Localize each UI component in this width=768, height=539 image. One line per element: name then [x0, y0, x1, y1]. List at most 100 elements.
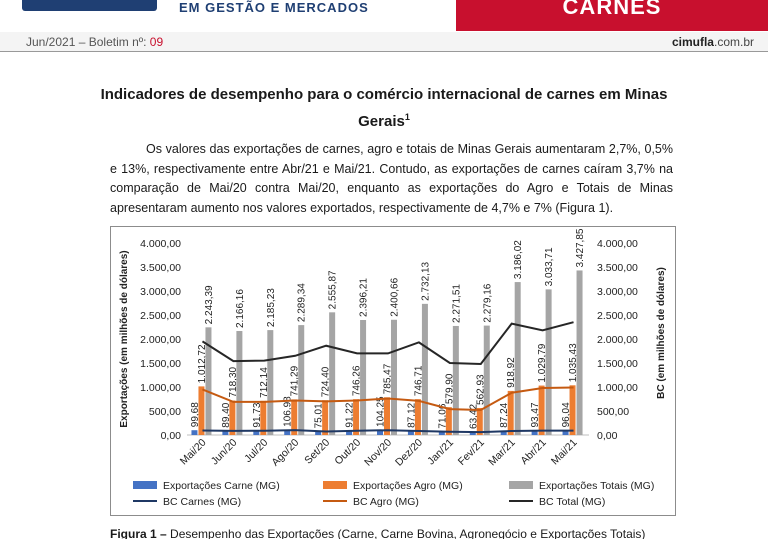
- bar-carne: [531, 430, 538, 435]
- bulletin-info: Jun/2021 – Boletim nº: 09: [26, 35, 163, 49]
- y2-tick-label: 3.000,00: [597, 286, 638, 298]
- y2-tick-label: 3.500,00: [597, 262, 638, 274]
- bar-carne: [500, 430, 507, 435]
- chart-container: 0,00 0,00 500,00 500,00 1.000,00 1.000,00 1.50…: [110, 226, 676, 516]
- data-label: 2.555,87: [328, 270, 339, 309]
- y2-tick-label: 4.000,00: [597, 238, 638, 250]
- article-title-text: Indicadores de desempenho para o comérci…: [100, 86, 668, 130]
- bar-carne: [191, 430, 198, 435]
- legend-label: BC Carnes (MG): [163, 496, 241, 508]
- legend-swatch: [133, 481, 157, 489]
- bar-agro: [291, 399, 298, 435]
- title-footnote: 1: [404, 112, 410, 122]
- y2-axis-title: BC (em milhões de dólares): [656, 267, 667, 399]
- section-banner: CARNES: [456, 0, 768, 31]
- data-label: 93,47: [530, 402, 541, 427]
- bar-agro: [322, 400, 329, 435]
- data-label: 579,90: [444, 373, 455, 404]
- x-tick-label: Dez/20: [393, 437, 425, 469]
- bar-totais: [452, 325, 459, 435]
- bar-totais: [236, 331, 243, 435]
- data-label: 91,22: [345, 402, 356, 427]
- data-label: 87,24: [499, 402, 510, 427]
- y-tick-label: 3.000,00: [140, 286, 181, 298]
- data-label: 2.185,23: [266, 288, 277, 327]
- data-label: 718,30: [228, 366, 239, 397]
- bar-agro: [569, 385, 576, 435]
- data-label: 3.033,71: [544, 247, 555, 286]
- data-label: 2.279,16: [482, 283, 493, 322]
- bar-agro: [445, 407, 452, 435]
- data-label: 106,98: [283, 396, 294, 427]
- bar-agro: [507, 390, 514, 435]
- data-label: 2.732,13: [420, 261, 431, 300]
- bar-agro: [260, 400, 267, 435]
- line-bc-total-mg: [201, 321, 574, 365]
- x-tick-label: Mai/21: [549, 437, 580, 468]
- y-tick-label: 2.000,00: [140, 334, 181, 346]
- data-label: 1.035,43: [568, 343, 579, 382]
- data-label: 87,12: [406, 402, 417, 427]
- data-label: 712,14: [259, 367, 270, 398]
- x-tick-label: Jul/20: [242, 437, 270, 465]
- legend-swatch: [323, 481, 347, 489]
- bar-carne: [469, 431, 476, 435]
- bar-totais: [576, 270, 583, 435]
- page-header: EM GESTÃO E MERCADOS CARNES: [0, 0, 768, 32]
- y2-tick-label: 2.500,00: [597, 310, 638, 322]
- y-tick-label: 500,00: [149, 406, 181, 418]
- section-title: CARNES: [562, 0, 662, 19]
- legend-label: Exportações Agro (MG): [353, 480, 463, 492]
- bar-totais: [267, 330, 274, 435]
- brand-logo: [22, 0, 157, 11]
- data-label: 75,01: [314, 403, 325, 428]
- bar-agro: [353, 399, 360, 435]
- x-tick-label: Abr/21: [518, 437, 548, 467]
- bar-agro: [229, 400, 236, 435]
- y-tick-label: 2.500,00: [140, 310, 181, 322]
- y2-tick-label: 1.500,00: [597, 358, 638, 370]
- bar-agro: [414, 399, 421, 435]
- data-label: 91,73: [252, 402, 263, 427]
- data-label: 2.396,21: [359, 278, 370, 317]
- data-label: 1.012,72: [197, 344, 208, 383]
- data-label: 2.400,66: [390, 277, 401, 316]
- data-label: 746,26: [352, 365, 363, 396]
- site-bold: cimufla: [671, 35, 714, 49]
- data-label: 104,25: [376, 396, 387, 427]
- data-label: 2.243,39: [204, 285, 215, 324]
- data-label: 3.427,85: [575, 228, 586, 267]
- bar-totais: [514, 282, 521, 435]
- bar-carne: [284, 429, 291, 435]
- data-label: 71,06: [437, 403, 448, 428]
- y-axis-title: Exportações (em milhões de dólares): [119, 250, 130, 427]
- data-label: 2.166,16: [235, 289, 246, 328]
- line-bc-carnes-mg: [202, 429, 574, 434]
- legend-label: Exportações Totais (MG): [539, 480, 654, 492]
- data-label: 96,04: [561, 402, 572, 427]
- brand-subtitle: EM GESTÃO E MERCADOS: [179, 0, 369, 15]
- article-paragraph: Os valores das exportações de carnes, ag…: [110, 142, 673, 215]
- bar-carne: [377, 429, 383, 435]
- bar-totais: [391, 319, 397, 435]
- data-label: 724,40: [321, 366, 332, 397]
- bar-carne: [438, 431, 445, 435]
- x-tick-label: Nov/20: [362, 437, 394, 469]
- y-tick-label: 4.000,00: [140, 238, 181, 250]
- exports-chart: 0,00 0,00 500,00 500,00 1.000,00 1.000,00 1.50…: [119, 228, 667, 508]
- bar-totais: [205, 327, 212, 435]
- bar-totais: [360, 319, 367, 435]
- legend-label: Exportações Carne (MG): [163, 480, 280, 492]
- bar-agro: [538, 385, 545, 435]
- bar-carne: [346, 430, 353, 435]
- legend-label: BC Total (MG): [539, 496, 605, 508]
- x-tick-label: Set/20: [302, 437, 332, 467]
- y2-tick-label: 2.000,00: [597, 334, 638, 346]
- site-link[interactable]: cimufla.com.br: [672, 35, 754, 49]
- data-label: 562,93: [475, 374, 486, 405]
- bar-agro: [198, 386, 205, 435]
- bar-totais: [329, 312, 336, 435]
- x-tick-label: Ago/20: [269, 437, 301, 469]
- bar-totais: [545, 289, 552, 435]
- bar-carne: [407, 430, 414, 435]
